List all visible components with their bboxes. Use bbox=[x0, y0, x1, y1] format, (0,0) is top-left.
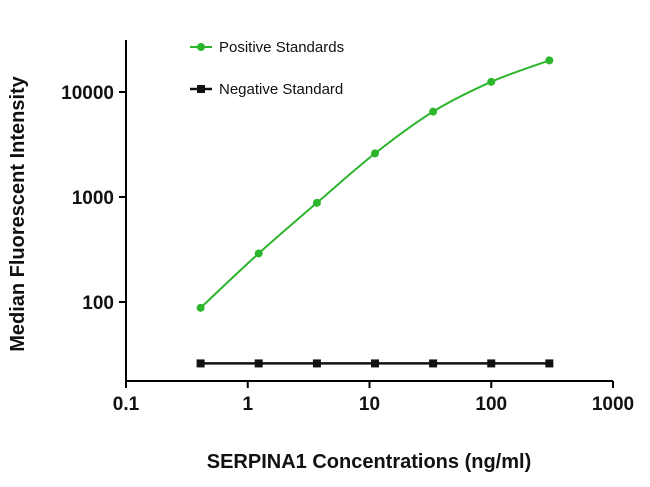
negative-standard-point bbox=[254, 359, 263, 368]
x-tick-label: 0.1 bbox=[113, 394, 140, 415]
y-tick-label: 1000 bbox=[72, 188, 114, 209]
legend-label-positive-standards: Positive Standards bbox=[219, 39, 344, 56]
ticks: 0.1 1 10 100 1000 100 1000 10000 bbox=[61, 83, 634, 415]
legend: Positive Standards Negative Standard bbox=[190, 39, 344, 98]
x-axis-title: SERPINA1 Concentrations (ng/ml) bbox=[207, 451, 531, 473]
positive-standards-point bbox=[371, 149, 380, 158]
x-tick-label: 100 bbox=[475, 394, 507, 415]
positive-standards-point bbox=[545, 56, 554, 65]
legend-marker-positive-standards bbox=[197, 43, 205, 51]
x-tick-label: 1 bbox=[242, 394, 253, 415]
x-tick-label: 1000 bbox=[592, 394, 634, 415]
y-tick-label: 10000 bbox=[61, 83, 114, 104]
x-tick-label: 10 bbox=[359, 394, 380, 415]
series-layer bbox=[196, 56, 554, 368]
negative-standard-point bbox=[196, 359, 205, 368]
positive-standards-point bbox=[196, 303, 205, 312]
y-tick-label: 100 bbox=[82, 293, 114, 314]
negative-standard-point bbox=[371, 359, 380, 368]
negative-standard-point bbox=[429, 359, 438, 368]
legend-label-negative-standard: Negative Standard bbox=[219, 81, 343, 98]
negative-standard-point bbox=[487, 359, 496, 368]
negative-standard-point bbox=[312, 359, 321, 368]
positive-standards-point bbox=[487, 77, 496, 86]
positive-standards-point bbox=[312, 198, 321, 207]
negative-standard-point bbox=[545, 359, 554, 368]
positive-standards-point bbox=[254, 249, 263, 258]
legend-marker-negative-standard bbox=[197, 85, 205, 93]
y-axis-title: Median Fluorescent Intensity bbox=[7, 75, 29, 351]
positive-standards-point bbox=[429, 107, 438, 116]
